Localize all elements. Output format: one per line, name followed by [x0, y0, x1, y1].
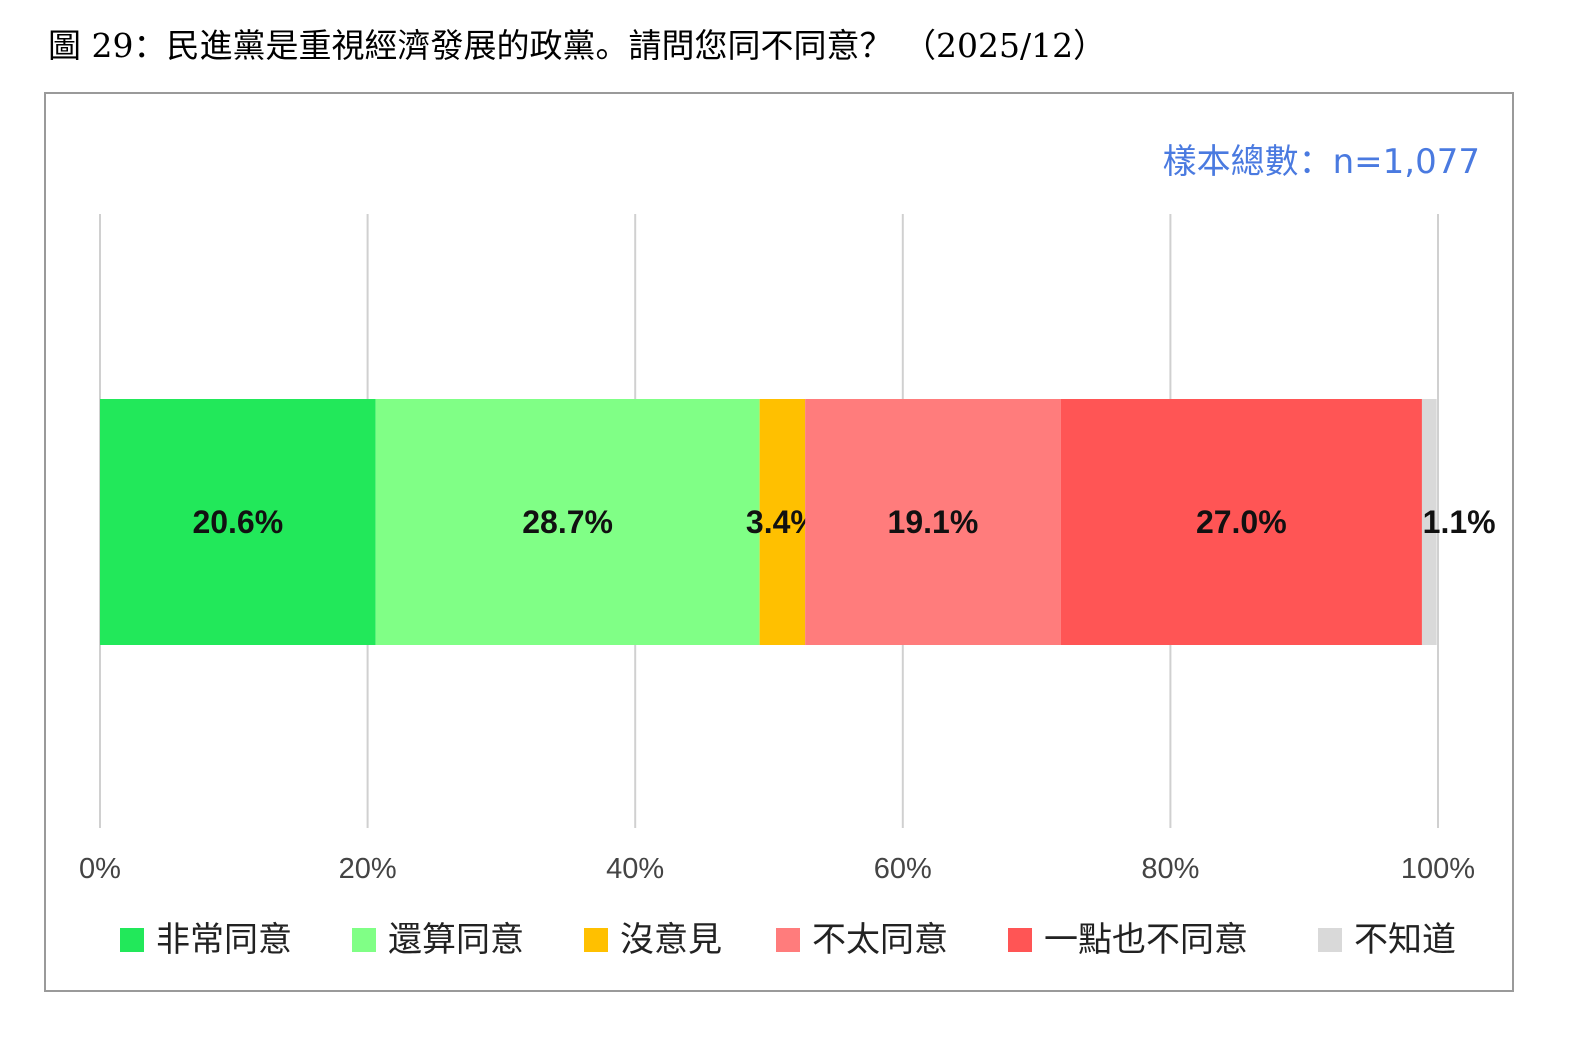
legend-swatch: [1008, 928, 1032, 952]
x-tick-label: 60%: [874, 853, 932, 885]
bar-segment: [759, 399, 806, 645]
legend-label: 不太同意: [812, 920, 948, 960]
legend-label: 還算同意: [388, 920, 524, 960]
data-label: 1.1%: [1423, 504, 1496, 540]
legend-label: 沒意見: [620, 920, 722, 960]
data-label: 20.6%: [192, 504, 283, 540]
data-label: 28.7%: [522, 504, 613, 540]
x-tick-label: 40%: [606, 853, 664, 885]
x-tick-label: 100%: [1401, 853, 1475, 885]
legend-swatch: [352, 928, 376, 952]
legend-label: 非常同意: [156, 920, 292, 960]
legend-swatch: [120, 928, 144, 952]
bar-segment: [1060, 399, 1422, 645]
sample-size-label: 樣本總數：n=1,077: [1162, 142, 1480, 182]
x-tick-label: 80%: [1141, 853, 1199, 885]
legend-swatch: [584, 928, 608, 952]
data-label: 27.0%: [1196, 504, 1287, 540]
x-tick-label: 20%: [339, 853, 397, 885]
bar-segment: [100, 399, 376, 645]
legend-swatch: [776, 928, 800, 952]
legend-label: 一點也不同意: [1044, 920, 1248, 960]
x-tick-label: 0%: [79, 853, 121, 885]
figure-title: 圖 29：民進黨是重視經濟發展的政黨。請問您同不同意？ （2025/12）: [48, 26, 1107, 65]
legend-label: 不知道: [1354, 920, 1456, 960]
bar-segment: [1421, 399, 1437, 645]
bar-segment: [375, 399, 760, 645]
data-label: 19.1%: [888, 504, 979, 540]
legend-swatch: [1318, 928, 1342, 952]
bar-segment: [805, 399, 1061, 645]
